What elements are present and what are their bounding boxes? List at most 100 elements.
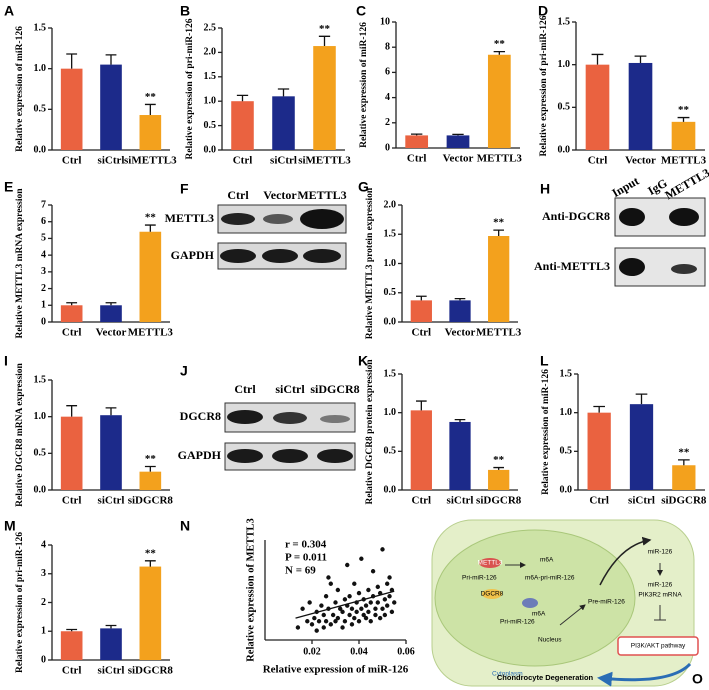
y-tick-label: 2 <box>385 117 390 128</box>
y-tick-label: 0.0 <box>558 144 571 155</box>
blot-column: Ctrl <box>234 382 256 396</box>
point <box>340 609 345 615</box>
point <box>356 619 362 624</box>
y-tick-label: 1.5 <box>558 16 571 27</box>
point <box>373 606 378 611</box>
point <box>319 603 324 608</box>
bar <box>629 404 654 490</box>
point <box>321 625 326 630</box>
blot-column: Input <box>609 174 641 200</box>
error-bar <box>677 116 690 122</box>
x-tick-label: METTL3 <box>476 327 522 339</box>
y-tick-label: 0.5 <box>34 448 47 459</box>
diagram-label: Pre-miR-126 <box>588 599 625 606</box>
y-tick-label: 10 <box>380 16 390 27</box>
point <box>305 619 310 624</box>
y-tick-label: 2.5 <box>204 22 217 33</box>
y-tick-label: 3 <box>41 266 46 277</box>
blot-column: Vector <box>263 188 297 202</box>
y-axis-title: Relative expression of METTL3 <box>245 518 256 662</box>
y-tick-label: 0.0 <box>204 144 217 155</box>
significance-label: ** <box>145 212 157 224</box>
point <box>363 615 369 621</box>
significance-label: ** <box>145 547 157 559</box>
bar <box>585 64 610 150</box>
panel-label: D <box>538 3 548 19</box>
bar <box>671 121 696 150</box>
y-tick-label: 1.5 <box>560 368 573 379</box>
x-tick-label: Vector <box>445 327 476 339</box>
x-axis-title: Relative expression of miR-126 <box>263 664 409 676</box>
x-tick-label: Ctrl <box>412 495 432 507</box>
y-tick-label: 1.0 <box>560 407 573 418</box>
error-bar <box>493 466 504 470</box>
x-tick-label: siMETTL3 <box>298 155 351 167</box>
y-tick-label: 3 <box>41 568 46 579</box>
significance-label: ** <box>493 217 505 229</box>
y-tick-label: 1.5 <box>34 22 47 33</box>
y-tick-label: 1.5 <box>384 229 397 240</box>
bar <box>139 566 162 660</box>
x-tick-label: Ctrl <box>589 495 609 507</box>
stat-label: N = 69 <box>285 565 316 577</box>
diagram-label: PIK3R2 mRNA <box>638 592 682 599</box>
panel-label: L <box>540 353 549 369</box>
diagram-label: METTL3 <box>478 560 503 567</box>
bar <box>410 410 432 490</box>
y-tick-label: 1.0 <box>384 258 397 269</box>
bar <box>449 300 471 322</box>
panel-label: E <box>4 179 13 195</box>
point <box>328 581 333 586</box>
y-tick-label: 0.5 <box>558 102 571 113</box>
diagram-label: m6A-pri-miR-126 <box>525 575 575 582</box>
point <box>326 575 331 580</box>
bar <box>139 471 162 490</box>
y-tick-label: 4 <box>41 249 46 260</box>
y-axis-title: Relative expression of pri-miR-126 <box>15 532 25 673</box>
x-tick-label: siCtrl <box>270 155 297 167</box>
bar <box>139 231 162 322</box>
point <box>368 619 373 624</box>
x-tick-label: 0.04 <box>350 646 368 657</box>
point <box>359 606 364 611</box>
diagram-label: m6A <box>540 557 554 564</box>
error-bar <box>318 35 331 47</box>
x-tick-label: siCtrl <box>628 495 655 507</box>
point <box>392 600 397 605</box>
x-tick-label: Vector <box>96 327 127 339</box>
y-tick-label: 0.0 <box>34 484 47 495</box>
point <box>385 603 390 608</box>
y-axis-title: Relative DGCR8 mRNA expression <box>15 362 25 506</box>
x-tick-label: siCtrl <box>98 665 125 677</box>
point <box>347 594 352 599</box>
bar <box>405 135 429 148</box>
error-bar <box>144 560 156 567</box>
y-tick-label: 5 <box>41 233 46 244</box>
diagram-label: PI3K/AKT pathway <box>631 643 686 650</box>
bar <box>628 62 653 150</box>
panel-label: M <box>4 518 16 534</box>
error-bar <box>593 405 605 413</box>
y-axis-title: Relative expression of miR-126 <box>15 26 25 152</box>
y-tick-label: 0.0 <box>384 316 397 327</box>
x-tick-label: Ctrl <box>62 327 82 339</box>
point <box>377 615 383 621</box>
bar <box>449 421 471 490</box>
point <box>375 584 380 590</box>
significance-label: ** <box>678 104 690 116</box>
y-tick-label: 0.0 <box>384 484 397 495</box>
bar <box>100 305 122 322</box>
x-tick-label: Vector <box>625 155 656 167</box>
point <box>307 600 312 605</box>
point <box>368 600 373 605</box>
y-tick-label: 4 <box>385 92 390 103</box>
diagram-label: m6A <box>532 611 546 618</box>
point <box>385 581 390 586</box>
y-tick-label: 0 <box>41 316 46 327</box>
blot <box>224 402 356 471</box>
y-tick-label: 2.0 <box>204 47 217 58</box>
y-tick-label: 1.5 <box>34 374 47 385</box>
point <box>352 581 357 586</box>
y-tick-label: 2 <box>41 283 46 294</box>
error-bar <box>66 405 78 417</box>
